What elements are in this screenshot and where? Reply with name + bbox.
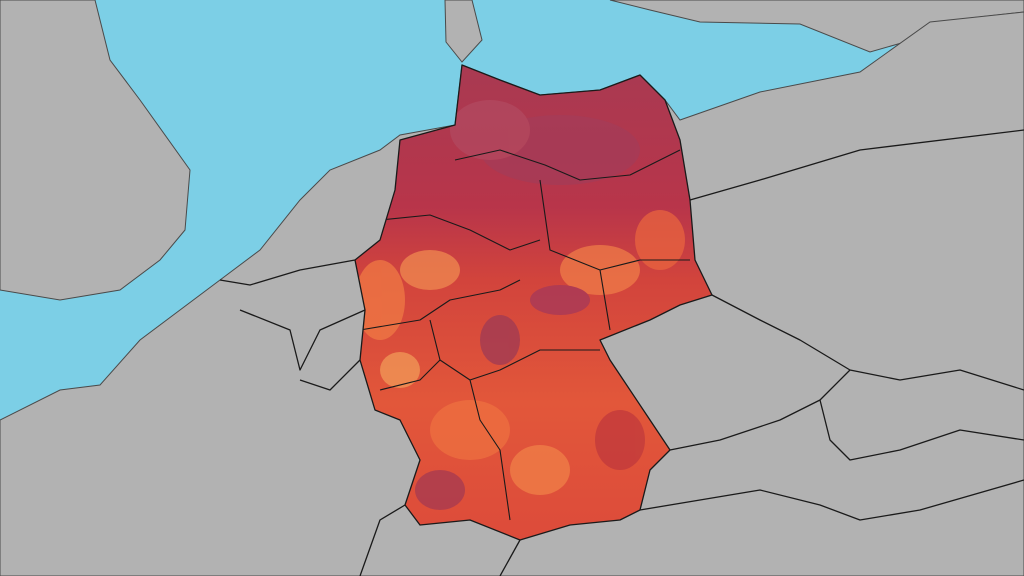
scandinavia-west <box>444 0 483 63</box>
state-borders <box>359 149 690 521</box>
scandinavia-east <box>609 0 1024 53</box>
great-britain <box>0 0 191 301</box>
heat-blobs <box>355 100 685 510</box>
country-borders <box>219 129 1024 576</box>
